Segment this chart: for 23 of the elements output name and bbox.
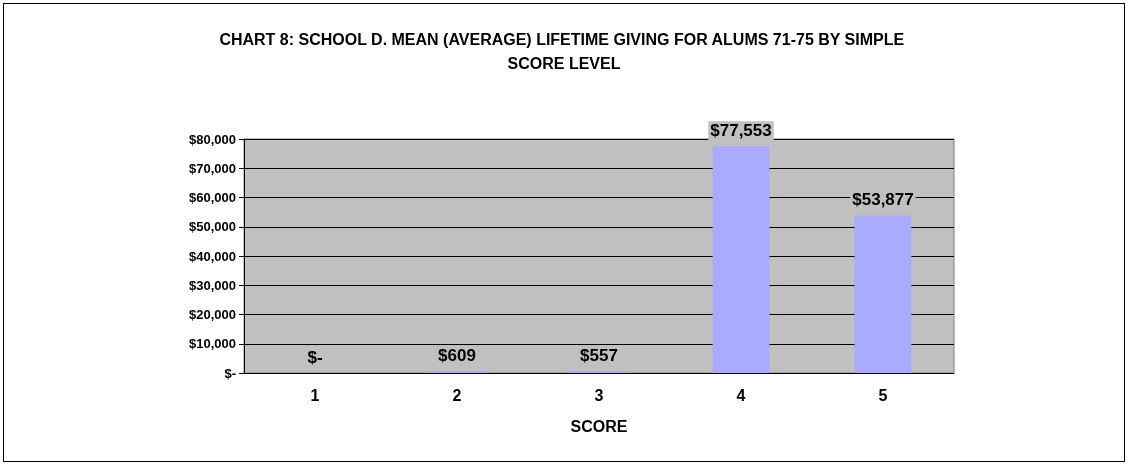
- y-tick-label: $30,000: [189, 277, 236, 293]
- data-label: $609: [438, 346, 476, 366]
- x-tick-label: 3: [594, 386, 604, 404]
- y-tick-label: $80,000: [189, 131, 236, 147]
- bar: [712, 146, 770, 373]
- data-label: $77,553: [710, 121, 772, 141]
- x-tick-label: 4: [736, 386, 746, 404]
- data-label: $53,877: [852, 190, 914, 210]
- bar: [854, 215, 912, 373]
- x-tick-label: 1: [310, 386, 320, 404]
- x-axis-title: SCORE: [570, 417, 628, 435]
- chart-title: CHART 8: SCHOOL D. MEAN (AVERAGE) LIFETIME GIVING FOR ALUMS 71-75 BY SIMPLE SCORE LEVEL: [219, 30, 909, 72]
- y-tick-label: $60,000: [189, 190, 236, 205]
- y-tick-label: $-: [224, 365, 236, 381]
- y-tick-label: $10,000: [189, 336, 236, 352]
- y-tick-label: $20,000: [189, 307, 236, 322]
- x-tick-label: 2: [452, 386, 462, 404]
- y-tick-label: $70,000: [189, 160, 236, 176]
- y-tick-label: $50,000: [189, 219, 236, 235]
- y-tick-label: $40,000: [189, 248, 236, 264]
- x-tick-label: 5: [878, 386, 888, 404]
- data-label: $-: [307, 348, 323, 367]
- data-label: $557: [580, 346, 618, 366]
